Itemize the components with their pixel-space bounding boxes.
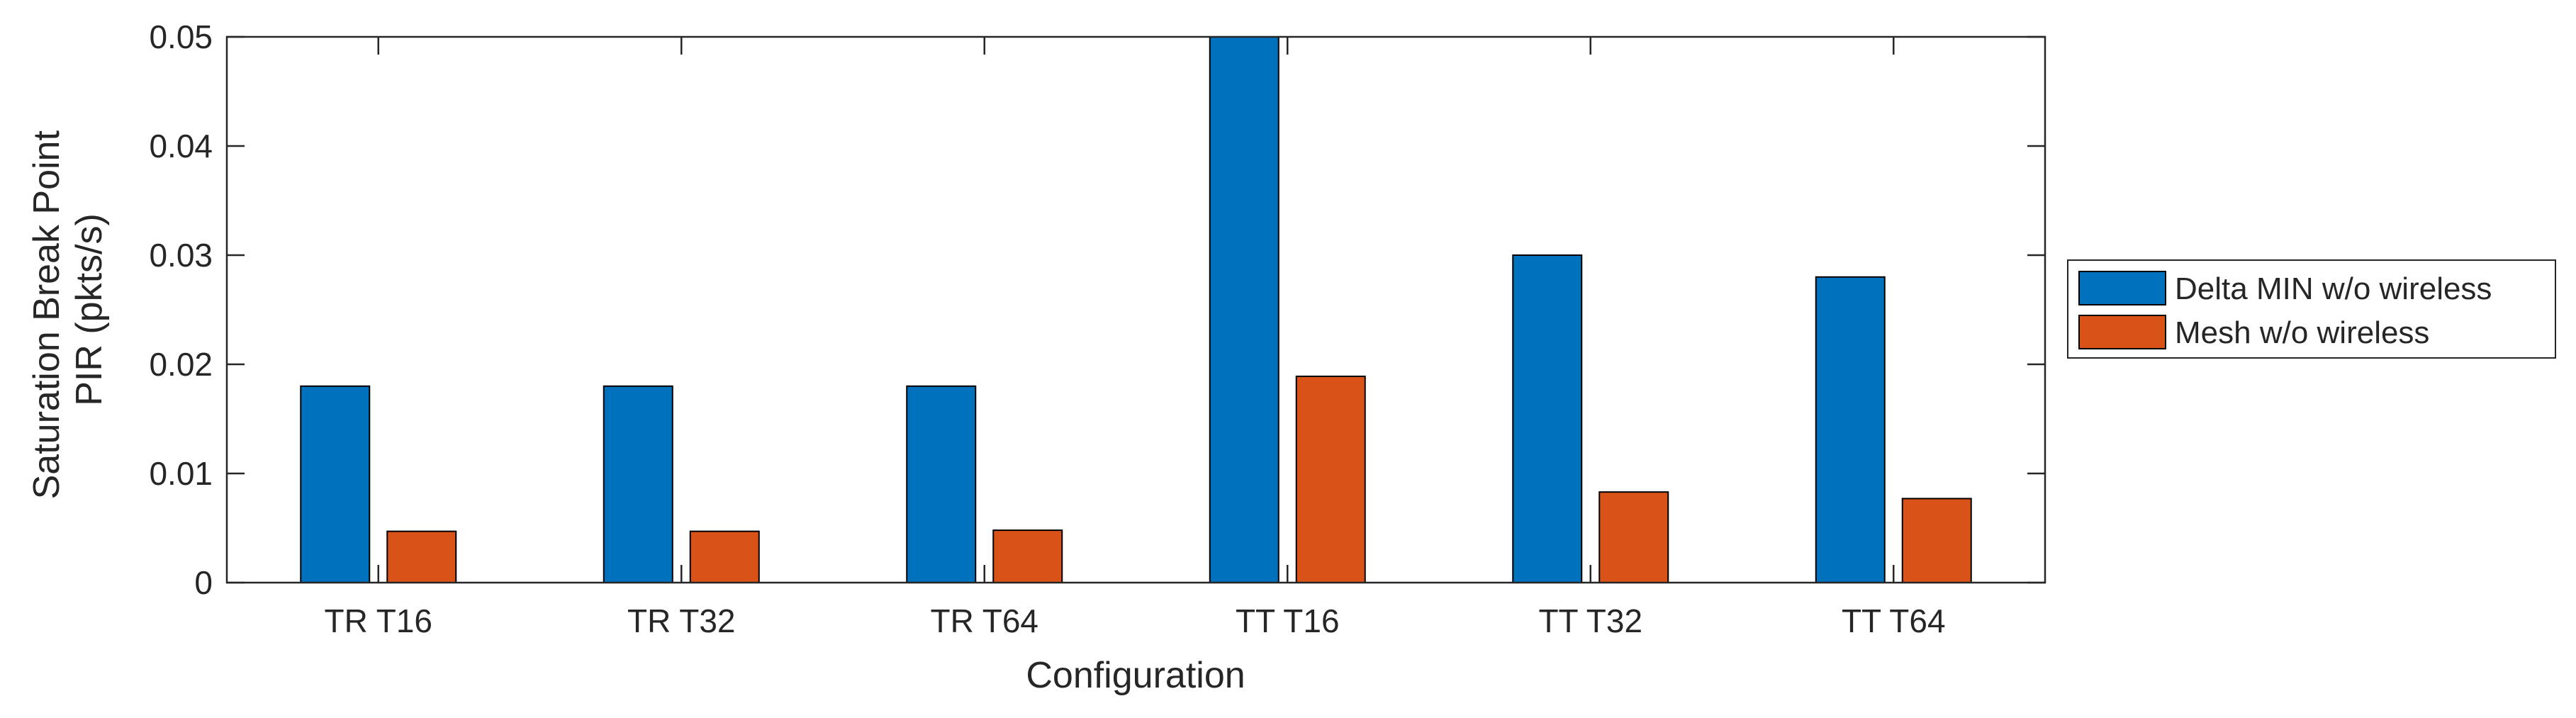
- x-tick-label: TR T64: [930, 602, 1038, 639]
- x-tick-label: TT T64: [1842, 602, 1946, 639]
- x-tick-label: TR T16: [324, 602, 432, 639]
- legend-swatch-delta-min: [2078, 271, 2166, 305]
- y-axis-title-line-1: Saturation Break Point: [26, 130, 67, 500]
- y-tick-label: 0.05: [149, 18, 213, 55]
- bar-delta-min-w-o-wireless-tt-t64: [1815, 276, 1886, 583]
- bar-delta-min-w-o-wireless-tt-t32: [1512, 254, 1583, 583]
- y-axis-title: Saturation Break Point PIR (pkts/s): [26, 120, 110, 500]
- bar-mesh-w-o-wireless-tt-t32: [1598, 491, 1669, 583]
- x-tick-label: TR T32: [627, 602, 736, 639]
- y-tick-label: 0.04: [149, 128, 213, 164]
- y-tick-label: 0.03: [149, 237, 213, 274]
- bars-group: [300, 36, 1972, 584]
- legend-label-mesh: Mesh w/o wireless: [2175, 315, 2429, 350]
- bar-delta-min-w-o-wireless-tr-t16: [300, 385, 371, 583]
- plot-area-frame: [225, 35, 2046, 584]
- bar-mesh-w-o-wireless-tt-t16: [1295, 375, 1366, 583]
- bar-mesh-w-o-wireless-tr-t16: [386, 530, 457, 583]
- axis-ticks-group: [227, 35, 2045, 584]
- bar-mesh-w-o-wireless-tr-t64: [992, 529, 1063, 584]
- bar-delta-min-w-o-wireless-tr-t32: [603, 385, 673, 583]
- x-tick-labels: TR T16 TR T32 TR T64 TT T16 TT T32 TT T64: [324, 602, 1945, 639]
- y-tick-label: 0: [194, 564, 213, 601]
- y-tick-labels: 0 0.01 0.02 0.03 0.04 0.05: [149, 18, 213, 601]
- bar-mesh-w-o-wireless-tt-t64: [1901, 498, 1972, 583]
- y-tick-label: 0.02: [149, 346, 213, 383]
- legend: Delta MIN w/o wireless Mesh w/o wireless: [2067, 259, 2556, 359]
- x-axis-title: Configuration: [1026, 655, 1245, 696]
- bar-mesh-w-o-wireless-tr-t32: [689, 530, 760, 583]
- y-axis-title-line-2: PIR (pkts/s): [69, 213, 110, 406]
- legend-swatch-mesh: [2078, 315, 2166, 349]
- x-tick-label: TT T32: [1538, 602, 1642, 639]
- legend-label-delta-min: Delta MIN w/o wireless: [2175, 271, 2492, 306]
- bar-delta-min-w-o-wireless-tt-t16: [1209, 36, 1279, 583]
- y-tick-label: 0.01: [149, 455, 213, 492]
- x-tick-label: TT T16: [1236, 602, 1340, 639]
- bar-delta-min-w-o-wireless-tr-t64: [906, 385, 977, 583]
